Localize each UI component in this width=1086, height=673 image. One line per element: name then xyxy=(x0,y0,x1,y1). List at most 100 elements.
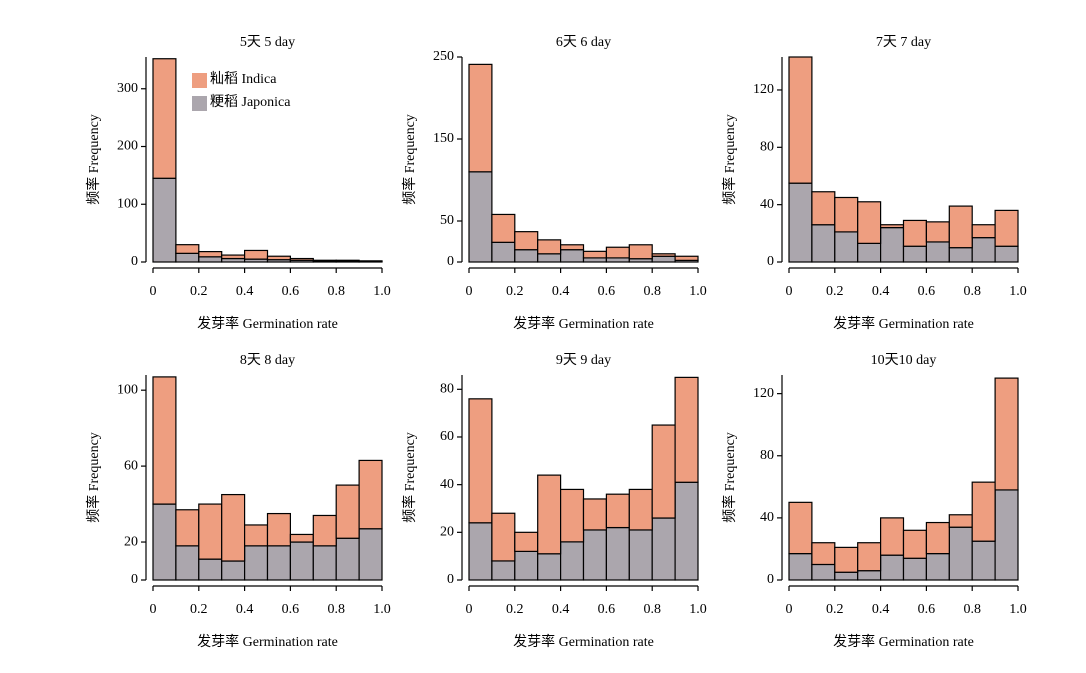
bar xyxy=(857,201,882,244)
y-tick-label: 50 xyxy=(440,213,454,228)
bar xyxy=(994,245,1019,263)
bar xyxy=(244,249,269,260)
bar xyxy=(559,249,585,263)
bar xyxy=(514,531,539,552)
bar xyxy=(605,526,630,581)
x-tick-label: 0 xyxy=(466,602,473,617)
y-tick-label: 0 xyxy=(767,572,774,587)
x-tick-label: 0 xyxy=(150,284,157,299)
x-tick-label: 0.8 xyxy=(327,602,345,617)
bar xyxy=(559,488,585,543)
bar xyxy=(994,489,1019,581)
x-axis-label: 发芽率 Germination rate xyxy=(513,633,654,650)
bar xyxy=(879,517,905,556)
bar xyxy=(834,571,859,581)
x-tick-label: 1.0 xyxy=(1009,284,1027,299)
x-tick-label: 1.0 xyxy=(1009,602,1027,617)
x-tick-label: 0.4 xyxy=(552,284,570,299)
legend-label: 籼稻 Indica xyxy=(210,71,277,87)
x-tick-label: 0 xyxy=(466,284,473,299)
bar xyxy=(948,526,973,581)
x-tick-label: 0.2 xyxy=(190,284,208,299)
y-tick-label: 0 xyxy=(447,254,454,269)
bar xyxy=(175,509,200,547)
y-tick-label: 20 xyxy=(124,534,138,549)
y-tick-label: 40 xyxy=(440,477,454,492)
x-tick-label: 0.2 xyxy=(506,284,524,299)
y-tick-label: 100 xyxy=(117,382,138,397)
x-axis-label: 发芽率 Germination rate xyxy=(833,633,974,650)
bar xyxy=(289,541,314,581)
bar xyxy=(674,481,699,581)
bar xyxy=(514,249,539,263)
bar xyxy=(834,546,859,573)
x-axis-label: 发芽率 Germination rate xyxy=(833,315,974,332)
bar xyxy=(628,488,653,531)
y-tick-label: 200 xyxy=(117,139,138,154)
bar xyxy=(857,570,882,581)
x-tick-label: 0.6 xyxy=(598,602,616,617)
bar xyxy=(468,398,493,524)
x-tick-label: 0.8 xyxy=(643,284,661,299)
y-axis-label: 频率 Frequency xyxy=(401,432,418,523)
x-tick-label: 0.2 xyxy=(506,602,524,617)
chart-title: 9天 9 day xyxy=(556,353,611,368)
x-tick-label: 1.0 xyxy=(373,602,391,617)
bar xyxy=(857,242,882,263)
x-tick-label: 0.6 xyxy=(598,284,616,299)
y-tick-label: 0 xyxy=(131,572,138,587)
bar xyxy=(198,503,223,560)
y-tick-label: 80 xyxy=(440,382,454,397)
bar xyxy=(266,545,291,581)
y-axis-label: 频率 Frequency xyxy=(721,114,738,205)
bar xyxy=(971,224,996,239)
bar xyxy=(628,529,653,581)
bar xyxy=(994,209,1019,247)
y-tick-label: 120 xyxy=(753,386,774,401)
bar xyxy=(537,553,562,581)
y-tick-label: 0 xyxy=(767,254,774,269)
bar xyxy=(674,255,699,261)
y-axis-label: 频率 Frequency xyxy=(85,432,102,523)
x-tick-label: 0.8 xyxy=(963,602,981,617)
y-tick-label: 300 xyxy=(117,81,138,96)
y-tick-label: 150 xyxy=(433,131,454,146)
bar xyxy=(175,545,200,581)
y-axis-label: 频率 Frequency xyxy=(721,432,738,523)
x-tick-label: 1.0 xyxy=(689,284,707,299)
bar xyxy=(902,219,927,247)
bar xyxy=(925,221,950,243)
bar xyxy=(788,552,813,581)
bar xyxy=(811,542,836,566)
bar xyxy=(468,522,493,581)
bar xyxy=(879,226,905,263)
bar xyxy=(834,231,859,263)
bar xyxy=(514,231,539,251)
bar xyxy=(788,56,813,184)
x-tick-label: 1.0 xyxy=(689,602,707,617)
y-tick-label: 60 xyxy=(440,429,454,444)
bar xyxy=(312,514,337,547)
chart-title: 5天 5 day xyxy=(240,35,295,50)
bar xyxy=(335,537,360,581)
x-tick-label: 0.8 xyxy=(963,284,981,299)
chart-title: 8天 8 day xyxy=(240,353,295,368)
bar xyxy=(651,253,676,257)
bar xyxy=(674,376,699,483)
bar xyxy=(902,529,927,559)
bar xyxy=(857,542,882,572)
bar xyxy=(335,259,360,263)
bar xyxy=(244,524,269,547)
bar xyxy=(198,251,223,258)
bar xyxy=(514,550,539,581)
bar xyxy=(582,529,607,581)
bar xyxy=(198,558,223,581)
bar xyxy=(994,377,1019,491)
bar xyxy=(335,484,360,539)
bar xyxy=(221,560,246,581)
bar xyxy=(811,191,836,226)
y-tick-label: 250 xyxy=(433,49,454,64)
bar xyxy=(788,501,813,555)
bar xyxy=(902,557,927,581)
